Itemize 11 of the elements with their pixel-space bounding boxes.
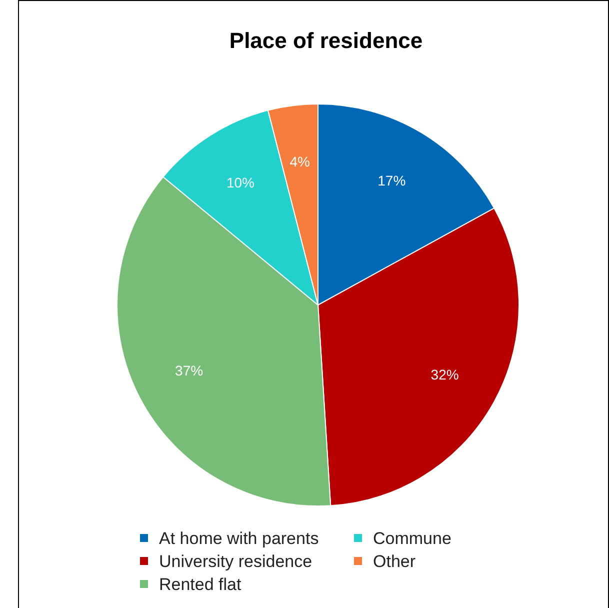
data-label: 10% [226, 174, 254, 191]
data-label: 37% [175, 362, 204, 379]
data-label: 4% [290, 153, 310, 170]
data-label: 32% [430, 366, 459, 383]
legend-label: Other [373, 552, 416, 571]
legend-label: Commune [373, 528, 452, 548]
legend-label: Rented flat [159, 574, 242, 594]
chart-title: Place of residence [229, 28, 423, 53]
data-label: 17% [378, 172, 406, 188]
legend-label: At home with parents [159, 528, 319, 548]
legend-label: University residence [159, 552, 312, 571]
